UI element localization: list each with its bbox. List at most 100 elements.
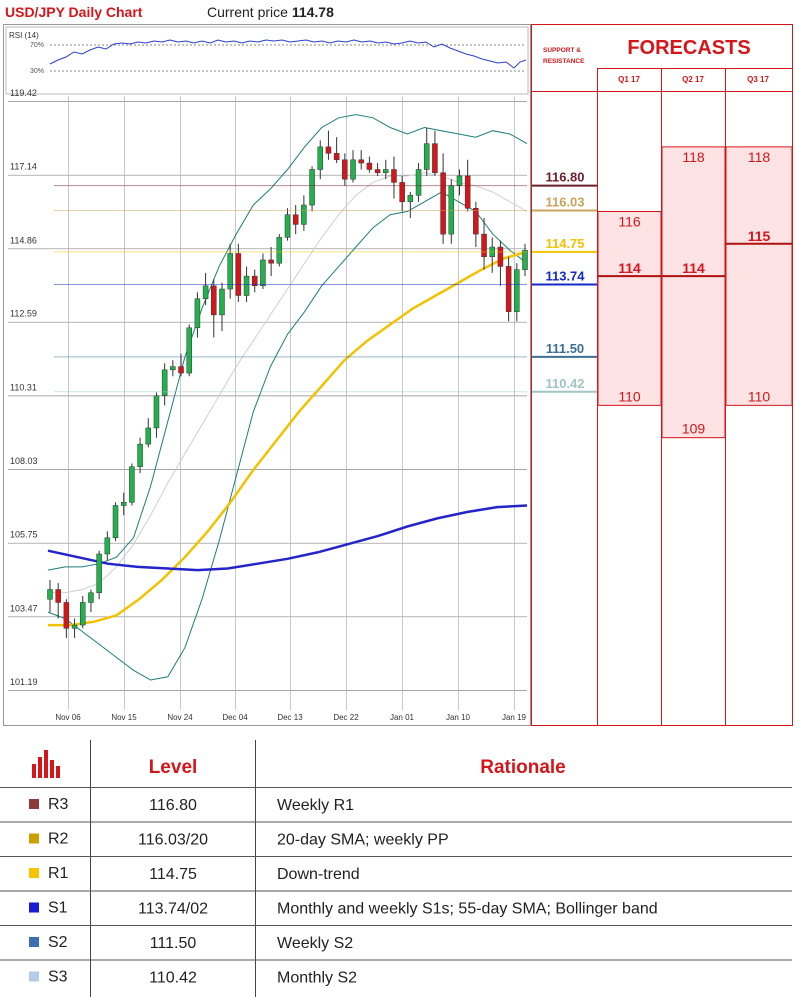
candle (219, 282, 225, 332)
candle (186, 324, 192, 377)
indicator-line (47, 504, 528, 572)
indicator-lines (47, 114, 528, 681)
candle (407, 192, 414, 218)
candle (153, 392, 160, 438)
row-rationale: Monthly and weekly S1s; 55-day SMA; Boll… (277, 901, 658, 918)
y-tick-label: 101.19 (10, 677, 38, 687)
forecast-mid: 114 (618, 260, 641, 276)
chart-frame (3, 24, 531, 726)
candle (383, 159, 389, 180)
rsi-panel: RSI (14) 70% 30% (5, 26, 529, 95)
candle (276, 234, 283, 267)
forecast-low: 110 (618, 388, 641, 404)
row-level: 116.80 (149, 797, 197, 814)
col-rationale-header: Rationale (480, 757, 566, 778)
current-price-label: Current price (207, 4, 288, 20)
sr-label-1: SUPPORT & (543, 47, 581, 54)
candle (211, 279, 217, 338)
forecast-low: 109 (682, 421, 706, 437)
indicator-line (48, 250, 528, 627)
table-row: S3 110.42 Monthly S2 (0, 959, 792, 987)
sr-level-label: 111.50 (546, 341, 584, 356)
sr-level: 113.74 (54, 269, 597, 286)
candle (301, 195, 307, 231)
x-tick-label: Nov 06 (55, 713, 81, 722)
row-level: 114.75 (149, 866, 197, 883)
row-color-swatch (29, 833, 39, 844)
candle (333, 137, 340, 164)
sr-level-label: 114.75 (545, 236, 584, 251)
row-rationale: Weekly R1 (277, 797, 354, 814)
row-tag: R3 (48, 796, 69, 813)
x-tick-label: Dec 22 (333, 713, 359, 722)
candle (309, 166, 315, 212)
candle (374, 163, 381, 176)
forecast-high: 116 (618, 213, 641, 229)
x-tick-label: Nov 15 (111, 713, 137, 722)
current-price: Current price 114.78 (207, 4, 334, 20)
candle (112, 502, 119, 542)
candle (317, 140, 324, 180)
sr-level-label: 116.80 (545, 170, 584, 185)
candle (178, 353, 184, 377)
candle (137, 437, 143, 474)
row-tag: R2 (48, 831, 69, 848)
candle (423, 127, 430, 176)
indicator-line (47, 114, 528, 571)
sr-level: 116.03 (54, 195, 597, 212)
candle (325, 130, 332, 160)
candle (71, 618, 78, 638)
bar-chart-icon (32, 750, 60, 778)
row-level: 110.42 (149, 970, 197, 987)
forecast-high: 118 (748, 149, 771, 165)
candle (88, 589, 94, 613)
candle (170, 360, 176, 377)
table-row: R1 114.75 Down-trend (0, 856, 792, 883)
rsi-level-low: 30% (30, 68, 44, 75)
candle (145, 418, 152, 448)
quarter-label: Q1 17 (618, 75, 640, 84)
candle (284, 208, 291, 241)
sr-level-label: 116.03 (545, 195, 584, 210)
row-level: 116.03/20 (138, 832, 208, 849)
candle (55, 583, 61, 619)
candle (448, 179, 455, 244)
candle (399, 175, 405, 212)
candle (161, 363, 168, 406)
candle (366, 156, 373, 173)
row-level: 113.74/02 (138, 901, 208, 918)
x-tick-label: Dec 13 (277, 713, 303, 722)
table-row: S1 113.74/02 Monthly and weekly S1s; 55-da… (0, 890, 792, 918)
row-color-swatch (29, 799, 39, 809)
candle (473, 201, 479, 248)
col-level-header: Level (149, 757, 198, 778)
row-rationale: Weekly S2 (277, 935, 353, 952)
forecast-box: 118 114 109 (661, 146, 726, 439)
y-tick-label: 114.86 (10, 235, 37, 245)
forecast-panel: SUPPORT & RESISTANCE FORECASTS Q1 17 Q2 1… (54, 37, 793, 725)
levels-table: Level Rationale R3 116.80 Weekly R1 R2 116.0… (0, 740, 792, 997)
y-tick-label: 112.59 (10, 309, 37, 319)
forecast-mid: 115 (748, 228, 771, 244)
y-axis-ticks: 119.42 117.14 114.86 112.59 110.31 108.03 105.… (10, 88, 38, 687)
candle (235, 243, 242, 302)
forecast-high: 118 (682, 149, 705, 165)
row-color-swatch (29, 971, 39, 982)
x-tick-label: Dec 04 (222, 713, 248, 722)
y-tick-label: 119.42 (10, 88, 37, 98)
y-tick-label: 105.75 (10, 530, 38, 540)
candle (358, 150, 364, 170)
sr-level: 116.80 (54, 170, 597, 187)
candle (514, 263, 520, 322)
row-rationale: 20-day SMA; weekly PP (277, 832, 449, 849)
x-tick-label: Jan 10 (446, 713, 471, 722)
row-tag: S3 (48, 969, 68, 986)
candlesticks (47, 127, 528, 638)
candle (342, 153, 348, 186)
quarter-label: Q3 17 (747, 75, 769, 84)
row-color-swatch (29, 902, 39, 913)
forecast-low: 110 (748, 388, 771, 404)
table-row: R2 116.03/20 20-day SMA; weekly PP (0, 821, 792, 849)
candle (481, 217, 487, 270)
x-axis-ticks: Nov 06 Nov 15 Nov 24 Dec 04 Dec 13 Dec 22 Jan … (55, 713, 526, 722)
